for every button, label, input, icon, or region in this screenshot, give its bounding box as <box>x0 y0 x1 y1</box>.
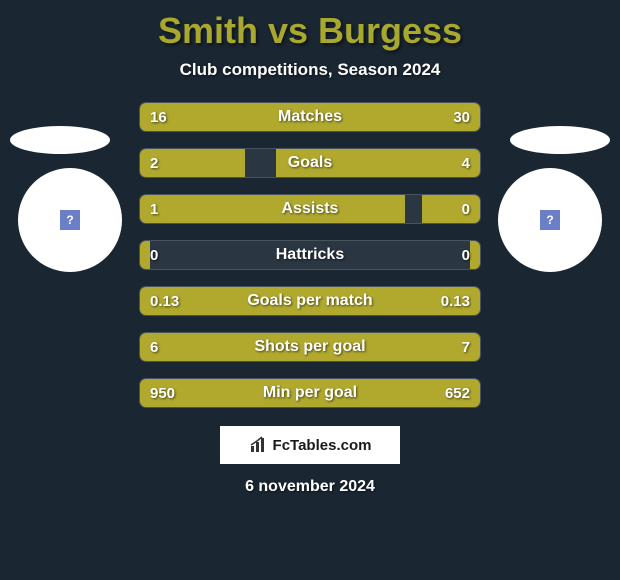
stat-value-right: 0 <box>462 241 470 269</box>
stat-row: Goals2 4 <box>139 148 481 178</box>
player-left-flag-icon <box>10 126 110 154</box>
player-left-avatar <box>18 168 122 272</box>
stat-value-right: 30 <box>453 103 470 131</box>
logo-badge: FcTables.com <box>220 426 400 464</box>
stat-value-left: 6 <box>150 333 158 361</box>
date-label: 6 november 2024 <box>0 478 620 496</box>
stat-value-left: 1 <box>150 195 158 223</box>
stat-label: Goals per match <box>140 287 480 315</box>
player-right-avatar <box>498 168 602 272</box>
comparison-container: Smith vs Burgess Club competitions, Seas… <box>0 0 620 580</box>
chart-icon <box>249 436 267 454</box>
stat-label: Assists <box>140 195 480 223</box>
stat-label: Matches <box>140 103 480 131</box>
stat-value-left: 2 <box>150 149 158 177</box>
stats-bars: Matches1630Goals24Assists10Hattricks00Go… <box>139 102 481 408</box>
stat-label: Hattricks <box>140 241 480 269</box>
player-right-flag-icon <box>510 126 610 154</box>
stat-label: Min per goal <box>140 379 480 407</box>
stat-row: Hattricks0 0 <box>139 240 481 270</box>
stat-value-left: 16 <box>150 103 167 131</box>
avatar-placeholder-icon <box>60 210 80 230</box>
logo-text: FcTables.com <box>273 437 372 454</box>
avatar-placeholder-icon <box>540 210 560 230</box>
stat-value-right: 0.13 <box>441 287 470 315</box>
stat-label: Goals <box>140 149 480 177</box>
stat-value-right: 7 <box>462 333 470 361</box>
page-subtitle: Club competitions, Season 2024 <box>0 60 620 80</box>
stat-value-right: 0 <box>462 195 470 223</box>
stat-value-left: 0.13 <box>150 287 179 315</box>
stat-row: Min per goal950 652 <box>139 378 481 408</box>
stat-value-right: 4 <box>462 149 470 177</box>
stat-label: Shots per goal <box>140 333 480 361</box>
stat-row: Matches16 30 <box>139 102 481 132</box>
page-title: Smith vs Burgess <box>0 10 620 52</box>
stat-value-left: 950 <box>150 379 175 407</box>
stat-value-left: 0 <box>150 241 158 269</box>
stat-row: Goals per match0.13 0.13 <box>139 286 481 316</box>
stat-row: Assists1 0 <box>139 194 481 224</box>
stat-value-right: 652 <box>445 379 470 407</box>
stat-row: Shots per goal6 7 <box>139 332 481 362</box>
